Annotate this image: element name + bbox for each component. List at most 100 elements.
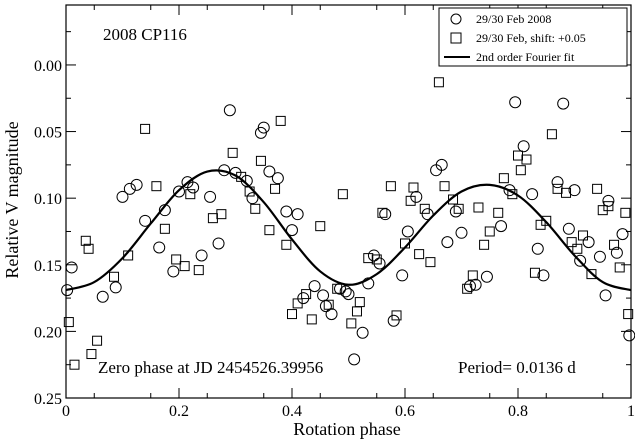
- circle-point: [526, 188, 539, 201]
- circle-point: [246, 192, 259, 205]
- circle-point: [396, 269, 409, 282]
- zero-phase-annotation: Zero phase at JD 2454526.39956: [98, 358, 323, 377]
- fourier-fit-line: [65, 169, 632, 292]
- circle-point: [557, 97, 570, 110]
- circle-point: [109, 281, 122, 294]
- square-point: [597, 205, 608, 216]
- circle-point: [204, 190, 217, 203]
- square-point: [620, 207, 631, 218]
- square-point: [521, 154, 532, 165]
- square-point: [473, 202, 484, 213]
- x-tick-label: 0.2: [169, 403, 189, 420]
- square-point: [577, 230, 588, 241]
- square-point: [179, 261, 190, 272]
- square-point: [83, 243, 94, 254]
- circle-point: [342, 288, 355, 301]
- square-point: [419, 203, 430, 214]
- circle-point: [271, 172, 284, 185]
- square-point: [80, 235, 91, 246]
- square-point: [552, 183, 563, 194]
- square-point: [439, 181, 450, 192]
- circle-point: [503, 184, 516, 197]
- square-point: [354, 297, 365, 308]
- chart-title: 2008 CP116: [103, 25, 187, 44]
- y-tick-label: 0.05: [34, 125, 62, 142]
- square-point: [425, 257, 436, 268]
- plot-layer: 0 0.2 0.4 0.6 0.8 1 0.00 0.05 0.10 0.15 0.20 0.25: [34, 4, 635, 420]
- circle-point: [223, 104, 236, 117]
- square-point: [493, 207, 504, 218]
- square-point: [535, 219, 546, 230]
- circle-point: [257, 121, 270, 134]
- y-tick-label: 0.00: [34, 58, 62, 75]
- square-point: [275, 115, 286, 126]
- circle-point: [441, 236, 454, 249]
- circle-point: [401, 225, 414, 238]
- circle-point: [348, 353, 361, 366]
- square-point: [193, 265, 204, 276]
- square-point: [315, 221, 326, 232]
- circle-point: [480, 270, 493, 283]
- circle-point: [610, 246, 623, 259]
- circle-point: [551, 176, 564, 189]
- square-point: [566, 237, 577, 248]
- square-point: [623, 309, 634, 320]
- circle-point: [495, 220, 508, 233]
- circle-point: [116, 190, 129, 203]
- square-point: [140, 123, 151, 134]
- circle-point: [509, 96, 522, 109]
- y-tick-label: 0.15: [34, 258, 62, 275]
- circle-point: [449, 205, 462, 218]
- circle-point: [463, 280, 476, 293]
- y-axis-label: Relative V magnitude: [2, 121, 22, 278]
- circle-point: [280, 205, 293, 218]
- circle-point: [61, 284, 74, 297]
- y-tick-label: 0.25: [34, 391, 62, 408]
- circle-point: [130, 178, 143, 191]
- square-point: [462, 283, 473, 294]
- square-point: [250, 203, 261, 214]
- square-point: [467, 270, 478, 281]
- legend-square-marker: [450, 32, 462, 44]
- square-point: [453, 203, 464, 214]
- square-point: [408, 182, 419, 193]
- square-point: [405, 195, 416, 206]
- circle-point: [167, 265, 180, 278]
- circle-point: [568, 184, 581, 197]
- x-tick-label: 1: [627, 403, 635, 420]
- square-point: [586, 269, 597, 280]
- legend-label-fit: 2nd order Fourier fit: [476, 50, 575, 64]
- square-point: [529, 267, 540, 278]
- legend: 29/30 Feb 2008 29/30 Feb, shift: +0.05 2…: [438, 7, 628, 67]
- square-point: [63, 317, 74, 328]
- circle-point: [139, 214, 152, 227]
- square-point: [292, 298, 303, 309]
- x-tick-label: 0.4: [282, 403, 302, 420]
- circle-point: [537, 269, 550, 282]
- circle-point: [469, 278, 482, 291]
- square-point: [171, 254, 182, 265]
- square-point: [159, 223, 170, 234]
- square-point: [109, 271, 120, 282]
- square-point: [216, 209, 227, 220]
- square-point: [592, 183, 603, 194]
- square-point: [484, 226, 495, 237]
- square-point: [227, 147, 238, 158]
- square-point: [363, 253, 374, 264]
- square-point: [92, 335, 103, 346]
- x-tick-label: 0.8: [508, 403, 528, 420]
- x-axis-label: Rotation phase: [293, 419, 400, 439]
- square-point: [546, 129, 557, 140]
- circle-point: [562, 222, 575, 235]
- square-point: [377, 207, 388, 218]
- square-point: [270, 183, 281, 194]
- circle-point: [455, 226, 468, 239]
- square-point: [346, 318, 357, 329]
- square-point: [561, 187, 572, 198]
- series-2: [63, 77, 634, 370]
- circle-point: [153, 241, 166, 254]
- legend-label-series-1: 29/30 Feb 2008: [476, 12, 551, 26]
- square-point: [614, 262, 625, 273]
- circle-point: [602, 194, 615, 207]
- circle-point: [373, 257, 386, 270]
